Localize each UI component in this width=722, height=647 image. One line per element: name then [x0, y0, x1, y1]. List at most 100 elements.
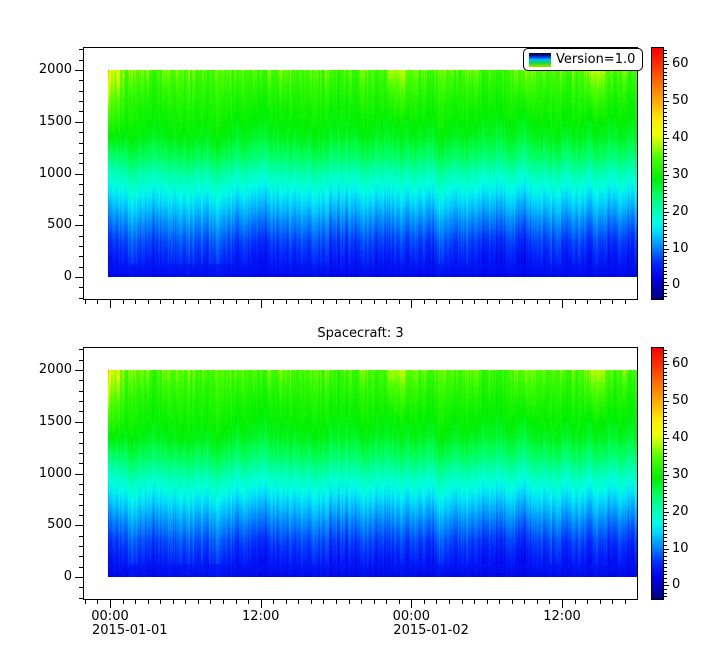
colorbar-minor-tick [664, 193, 667, 195]
x-minor-tick [398, 300, 400, 304]
y-minor-tick [79, 349, 83, 351]
colorbar-minor-tick [664, 493, 667, 495]
colorbar-minor-tick [664, 412, 667, 414]
y-minor-tick [79, 59, 83, 61]
colorbar-minor-tick [664, 67, 667, 69]
x-minor-tick [524, 300, 526, 304]
x-minor-tick [160, 600, 162, 604]
colorbar-minor-tick [664, 574, 667, 576]
colorbar-tick [664, 401, 669, 403]
colorbar-tick-label: 0 [672, 577, 681, 593]
colorbar-minor-tick [664, 97, 667, 99]
plot-frame [83, 47, 638, 300]
y-tick-label: 500 [47, 517, 72, 533]
colorbar-minor-tick [664, 379, 667, 380]
y-minor-tick [79, 463, 83, 465]
colorbar-tick-label: 60 [672, 356, 689, 372]
colorbar-minor-tick [664, 178, 667, 180]
colorbar-minor-tick [664, 112, 667, 114]
x-minor-tick [84, 300, 86, 304]
y-minor-tick [79, 535, 83, 537]
x-minor-tick [235, 300, 237, 304]
colorbar-minor-tick [664, 526, 667, 528]
x-minor-tick [248, 600, 250, 604]
plot-frame [83, 347, 638, 600]
x-minor-tick [423, 600, 425, 604]
colorbar-minor-tick [664, 152, 667, 154]
x-minor-tick [549, 600, 551, 604]
colorbar-tick [664, 585, 669, 587]
x-minor-tick [197, 300, 199, 304]
x-minor-tick [536, 300, 538, 304]
colorbar-minor-tick [664, 452, 667, 454]
colorbar-minor-tick [664, 119, 667, 121]
colorbar-tick [664, 101, 669, 103]
x-minor-tick [310, 600, 312, 604]
colorbar-minor-tick [664, 563, 667, 565]
y-minor-tick [79, 452, 83, 454]
colorbar-minor-tick [664, 108, 667, 110]
colorbar-minor-tick [664, 592, 667, 594]
colorbar-minor-tick [664, 241, 667, 243]
x-minor-tick [436, 300, 438, 304]
x-minor-tick [549, 300, 551, 304]
colorbar-minor-tick [664, 167, 667, 169]
colorbar-minor-tick [664, 482, 667, 484]
colorbar-minor-tick [664, 141, 667, 143]
colorbar-tick [664, 548, 669, 550]
x-minor-tick [310, 300, 312, 304]
x-minor-tick [587, 600, 589, 604]
colorbar-minor-tick [664, 555, 667, 557]
colorbar-minor-tick [664, 386, 667, 388]
y-minor-tick [79, 483, 83, 485]
colorbar-tick [664, 211, 669, 213]
y-minor-tick [79, 287, 83, 289]
x-minor-tick [386, 600, 388, 604]
x-tick [260, 300, 262, 308]
y-tick-label: 2000 [38, 362, 72, 377]
y-tick [75, 473, 83, 475]
colorbar-minor-tick [664, 126, 667, 128]
colorbar-minor-tick [664, 397, 667, 399]
y-minor-tick [79, 359, 83, 361]
x-minor-tick [336, 300, 337, 304]
colorbar-minor-tick [664, 208, 667, 209]
y-minor-tick [79, 390, 83, 392]
x-minor-tick [147, 600, 149, 604]
x-tick [411, 600, 413, 608]
colorbar-minor-tick [664, 460, 667, 461]
colorbar-tick-label: 0 [672, 277, 681, 293]
x-minor-tick [511, 300, 513, 304]
y-minor-tick [79, 80, 83, 82]
y-minor-tick [79, 142, 83, 144]
x-minor-tick [97, 600, 99, 604]
colorbar-minor-tick [664, 537, 667, 539]
colorbar-minor-tick [664, 222, 667, 224]
x-minor-tick [361, 300, 363, 304]
colorbar-minor-tick [664, 281, 667, 283]
x-minor-tick [298, 300, 300, 304]
colorbar-minor-tick [664, 171, 667, 173]
colorbar-minor-tick [664, 123, 667, 125]
y-minor-tick [79, 442, 83, 444]
y-minor-tick [79, 163, 83, 165]
colorbar-minor-tick [664, 504, 667, 506]
panel-title: Spacecraft: 3 [317, 326, 404, 341]
colorbar-minor-tick [664, 353, 667, 355]
colorbar-tick [664, 285, 669, 287]
x-minor-tick [197, 600, 199, 604]
y-minor-tick [79, 90, 83, 92]
x-minor-tick [499, 300, 501, 304]
colorbar-minor-tick [664, 467, 667, 469]
colorbar-tick-label: 20 [672, 503, 689, 519]
colorbar-minor-tick [664, 496, 667, 498]
colorbar-tick-label: 10 [672, 240, 689, 256]
colorbar-minor-tick [664, 430, 667, 432]
y-tick-label: 1000 [38, 165, 72, 181]
colorbar-minor-tick [664, 408, 667, 410]
colorbar-minor-tick [664, 289, 667, 290]
colorbar-minor-tick [664, 244, 667, 246]
colorbar-minor-tick [664, 160, 667, 161]
x-date-label: 2015-01-02 [393, 623, 469, 638]
colorbar-minor-tick [664, 226, 667, 228]
